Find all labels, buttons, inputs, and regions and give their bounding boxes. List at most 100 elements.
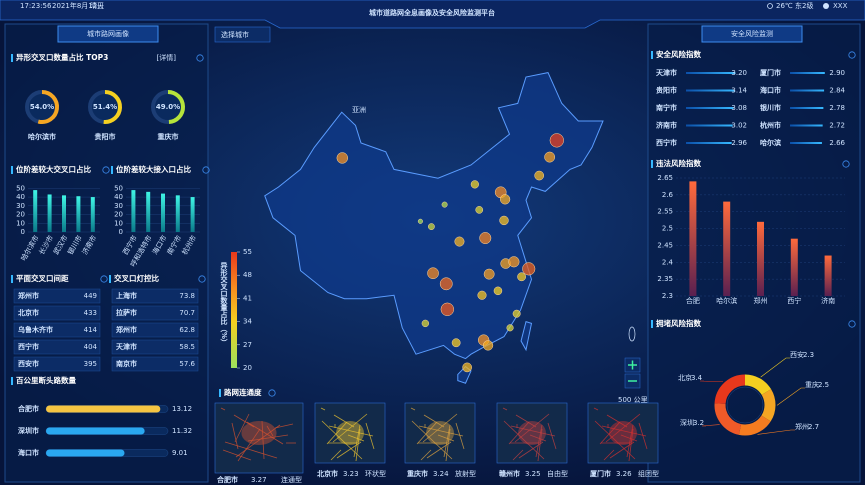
- road: [603, 449, 615, 461]
- road-core: [241, 421, 277, 445]
- help-icon: [198, 275, 206, 283]
- road: [601, 425, 647, 437]
- user: XXX: [833, 2, 848, 10]
- panel-title: 城市路网画像: [87, 29, 129, 38]
- help-icon: [202, 166, 210, 174]
- row-value: 449: [84, 292, 97, 300]
- road: [247, 434, 289, 442]
- row-name: 厦门市: [759, 68, 781, 77]
- road: [416, 421, 438, 445]
- slice-value: 2.3: [803, 351, 814, 359]
- road: [626, 424, 634, 458]
- road: [445, 428, 451, 462]
- row-name: 海口市: [760, 86, 781, 95]
- bar-value: 9.01: [172, 449, 188, 457]
- row: [13, 339, 101, 355]
- city-bubble: [482, 340, 494, 351]
- road-core: [336, 421, 364, 445]
- city-bubble: [499, 215, 509, 226]
- road: [365, 422, 375, 450]
- row: [111, 305, 199, 321]
- row: [13, 305, 101, 321]
- details-button[interactable]: [详情]: [157, 53, 177, 62]
- date: 2021年8月12日: [52, 1, 104, 10]
- city-dropdown[interactable]: [214, 26, 271, 43]
- bar: [757, 221, 764, 296]
- road: [599, 421, 621, 445]
- road: [233, 414, 255, 428]
- gauge-label: 贵阳市: [95, 132, 116, 141]
- connectivity-value: 3.27: [251, 476, 267, 484]
- dropdown-label: 选择城市: [221, 30, 249, 39]
- row-name: 济南市: [656, 121, 677, 130]
- road: [328, 425, 374, 437]
- connectivity-value: 3.25: [525, 470, 541, 478]
- road: [333, 414, 355, 428]
- road: [420, 449, 432, 461]
- connectivity-value: 3.23: [343, 470, 359, 478]
- colorbar-label: 48: [243, 271, 252, 279]
- row-name: 西宁市: [656, 138, 677, 147]
- bar-value: 11.32: [172, 427, 192, 435]
- time: 17:23:56: [20, 2, 52, 10]
- road: [353, 424, 361, 458]
- page-title: 城市道路网全息画像及安全风险监测平台: [369, 8, 495, 17]
- panel-title: 安全风险监测: [731, 29, 773, 38]
- bar: [686, 124, 733, 127]
- colorbar-label: 55: [243, 248, 252, 256]
- road: [246, 421, 284, 445]
- row-value: 395: [84, 360, 97, 368]
- row: [111, 288, 199, 304]
- connectivity-value: 3.26: [616, 470, 632, 478]
- row-value: 2.90: [829, 69, 845, 77]
- donut-slice: [738, 415, 771, 436]
- road: [321, 420, 363, 460]
- y-tick-label: 10: [114, 219, 123, 227]
- heading-marker: [11, 54, 13, 62]
- city-bubble: [522, 262, 536, 276]
- network-type: 放射型: [455, 469, 476, 478]
- section-title: 交叉口灯控比: [114, 273, 159, 283]
- city-name: 赣州市: [499, 469, 520, 478]
- y-tick-label: 40: [114, 193, 123, 201]
- row-name: 南京市: [116, 359, 137, 368]
- row-name: 深圳市: [18, 426, 39, 435]
- road: [537, 428, 543, 462]
- slice-value: 3.2: [693, 419, 704, 427]
- heading-marker: [111, 166, 113, 174]
- city-bubble: [470, 180, 479, 189]
- row-value: 2.78: [829, 104, 845, 112]
- colorbar-label: 41: [243, 294, 252, 302]
- wind: 东2级: [795, 1, 813, 10]
- donut-slice: [714, 374, 746, 405]
- gauge-value: 49.0%: [156, 103, 180, 111]
- city-bubble: [483, 268, 495, 280]
- y-tick-label: 20: [16, 211, 25, 219]
- city-name: 合肥市: [216, 475, 238, 484]
- city-bubble: [475, 206, 484, 214]
- section-title: 违法风险指数: [656, 158, 701, 168]
- slice-name: 北京: [678, 373, 692, 382]
- row-value: 3.02: [731, 122, 747, 130]
- leader-line: [699, 380, 724, 383]
- road: [266, 425, 274, 437]
- network-type: 组团型: [638, 469, 659, 478]
- road: [274, 423, 294, 429]
- section-title: 路网连通度: [224, 387, 262, 397]
- network-type: 连通型: [281, 475, 302, 484]
- slice-name: 重庆: [805, 380, 819, 389]
- road-thumbnail: [214, 402, 304, 474]
- row-value: 2.96: [731, 139, 747, 147]
- row-value: 58.5: [179, 343, 195, 351]
- road: [355, 428, 361, 462]
- heading-marker: [219, 389, 221, 397]
- row-name: 郑州市: [18, 291, 39, 300]
- city-bubble: [454, 236, 465, 247]
- road: [224, 441, 278, 459]
- road-thumbnail: [587, 402, 659, 464]
- road: [455, 422, 465, 450]
- bar: [62, 195, 66, 232]
- y-tick-label: 30: [114, 202, 123, 210]
- row-name: 西宁市: [18, 342, 39, 351]
